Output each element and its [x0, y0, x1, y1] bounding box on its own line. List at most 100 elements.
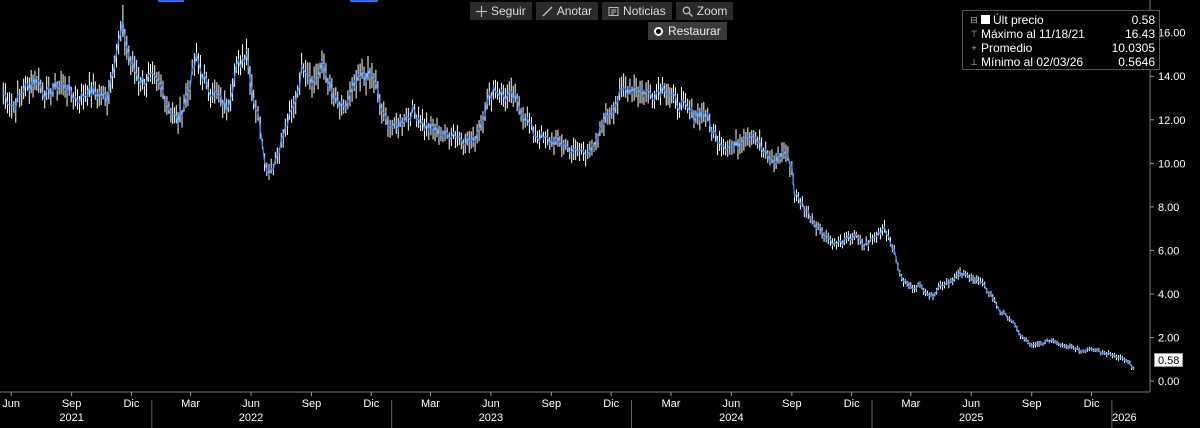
legend-min-label: Mínimo al 02/03/26: [981, 55, 1084, 69]
price-point: [382, 116, 385, 119]
price-point: [622, 88, 625, 91]
price-point: [712, 132, 715, 134]
price-point: [791, 164, 793, 167]
follow-label: Seguir: [491, 4, 526, 18]
price-point: [672, 99, 675, 101]
price-point: [245, 49, 248, 51]
price-point: [999, 310, 1001, 313]
price-point: [342, 110, 345, 112]
price-point: [1080, 349, 1082, 352]
price-point: [703, 110, 705, 112]
price-point: [833, 243, 836, 245]
price-point: [1071, 345, 1073, 348]
price-point: [1010, 319, 1013, 321]
legend-max-value: 16.43: [1124, 27, 1155, 41]
price-point: [129, 62, 132, 64]
legend-row-min: ⊥ Mínimo al 02/03/26 0.5646: [967, 55, 1155, 69]
price-point: [235, 68, 238, 71]
price-point: [1019, 334, 1022, 337]
x-month-label: Jun: [2, 398, 20, 410]
top-accent-left: [158, 0, 184, 2]
price-point: [1132, 367, 1135, 370]
price-point: [187, 90, 189, 93]
x-month-label: Mar: [661, 398, 680, 410]
price-point: [653, 92, 656, 95]
x-month-label: Dic: [363, 398, 379, 410]
price-point: [472, 140, 474, 143]
price-point: [813, 221, 815, 223]
annotate-button[interactable]: Anotar: [535, 2, 599, 20]
price-point: [743, 134, 745, 136]
legend-min-value: 0.5646: [1118, 55, 1155, 69]
zoom-label: Zoom: [696, 4, 728, 18]
y-tick-label: 14.00: [1158, 71, 1186, 83]
price-point: [106, 97, 108, 99]
price-point: [170, 110, 172, 112]
x-month-label: Sep: [782, 398, 802, 410]
price-point: [823, 232, 825, 234]
price-point: [160, 86, 162, 88]
chart-toolbar: Seguir Anotar Noticias Zoom: [470, 2, 734, 20]
price-point: [282, 134, 285, 136]
follow-button[interactable]: Seguir: [470, 2, 532, 20]
max-marker-icon: ⊤: [970, 28, 978, 39]
x-month-label: Mar: [901, 398, 920, 410]
price-point: [292, 105, 295, 108]
legend-avg-value: 10.0305: [1111, 41, 1155, 55]
price-point: [532, 132, 535, 134]
price-point: [633, 86, 635, 88]
zoom-button[interactable]: Zoom: [675, 2, 734, 20]
legend-box[interactable]: ⊟ Últ precio 0.58 ⊤ Máximo al 11/18/21 1…: [962, 10, 1160, 70]
price-point: [793, 193, 796, 195]
y-tick-label: 0.00: [1158, 376, 1179, 388]
price-point: [195, 58, 198, 60]
price-point: [773, 162, 775, 165]
price-point: [423, 125, 426, 128]
x-year-label: 2026: [1112, 412, 1136, 424]
price-point: [492, 86, 495, 88]
price-point: [502, 95, 505, 97]
last-price-flag: 0.58: [1154, 353, 1184, 367]
price-point: [1090, 347, 1093, 350]
y-tick-label: 6.00: [1158, 245, 1179, 257]
price-point: [432, 127, 434, 130]
restore-button[interactable]: Restaurar: [648, 22, 727, 40]
price-point: [216, 95, 218, 97]
price-point: [302, 62, 305, 64]
x-month-label: Jun: [962, 398, 980, 410]
price-point: [783, 149, 785, 152]
x-month-label: Sep: [62, 398, 82, 410]
price-point: [883, 225, 886, 228]
price-point: [572, 151, 575, 154]
price-point: [76, 99, 79, 101]
price-point: [553, 140, 555, 143]
price-point: [353, 86, 356, 88]
price-point: [930, 295, 932, 297]
x-month-label: Dic: [844, 398, 860, 410]
legend-last-value: 0.58: [1131, 13, 1155, 27]
restore-label: Restaurar: [668, 24, 721, 38]
price-point: [752, 132, 755, 134]
x-year-label: 2022: [239, 412, 263, 424]
collapse-icon[interactable]: ⊟: [970, 14, 978, 25]
x-month-label: Dic: [1084, 398, 1100, 410]
price-point: [603, 118, 605, 121]
y-tick-label: 16.00: [1158, 28, 1186, 40]
x-month-label: Sep: [302, 398, 322, 410]
price-point: [333, 99, 335, 101]
price-point: [45, 95, 48, 97]
price-point: [86, 90, 89, 93]
x-year-label: 2024: [719, 412, 743, 424]
news-icon: [608, 6, 619, 16]
news-button[interactable]: Noticias: [602, 2, 672, 20]
price-point: [970, 275, 973, 278]
price-point: [13, 105, 15, 108]
legend-last-label: Últ precio: [993, 13, 1044, 27]
price-point: [1113, 354, 1116, 356]
legend-max-label: Máximo al 11/18/21: [981, 27, 1085, 41]
price-point: [313, 79, 315, 82]
price-point: [512, 97, 515, 99]
x-month-label: Mar: [421, 398, 440, 410]
price-point: [22, 88, 25, 91]
